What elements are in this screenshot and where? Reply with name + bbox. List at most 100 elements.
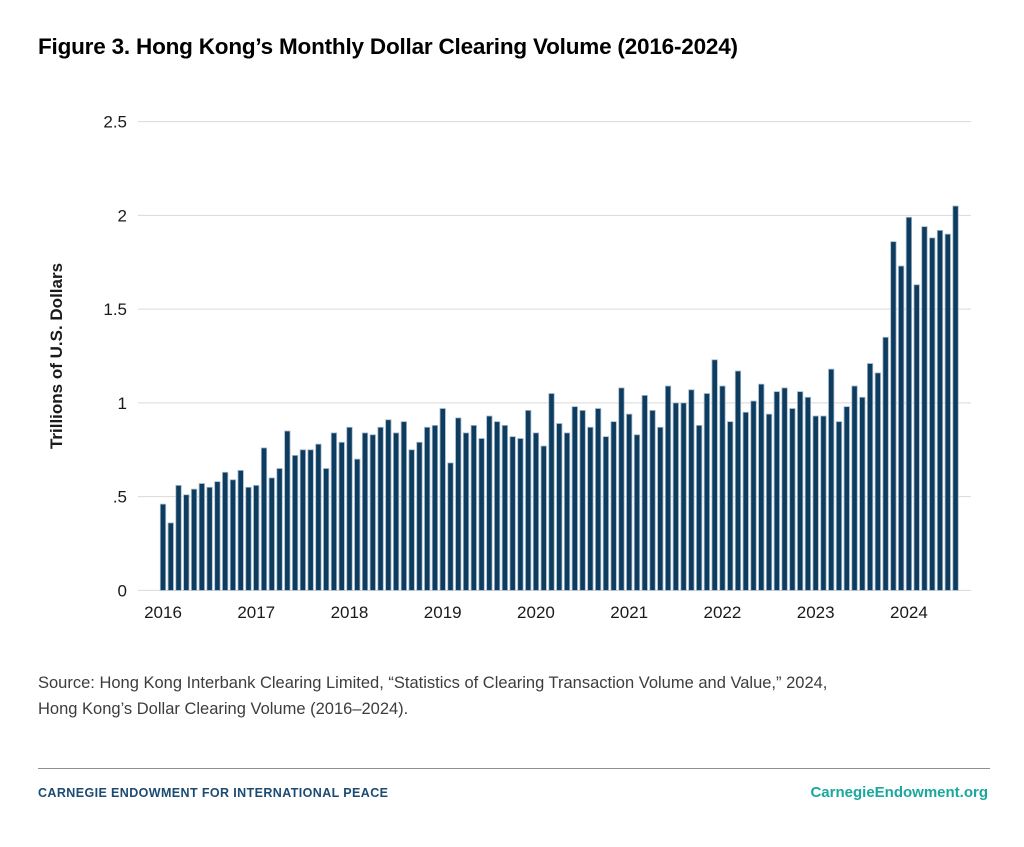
bar-2022-09 xyxy=(781,387,788,591)
bar-2020-10 xyxy=(602,436,609,591)
bar-2024-01 xyxy=(905,216,913,591)
footer-organization-name: CARNEGIE ENDOWMENT FOR INTERNATIONAL PEA… xyxy=(38,786,389,800)
y-tick-label: 1 xyxy=(118,394,127,413)
bar-2017-08 xyxy=(307,449,314,591)
bar-2020-02 xyxy=(540,445,547,591)
bar-2016-03 xyxy=(175,484,182,591)
bar-2024-03 xyxy=(921,226,928,591)
bar-2022-01 xyxy=(719,385,726,591)
bar-2017-09 xyxy=(315,443,322,591)
bar-2021-04 xyxy=(649,409,656,591)
bar-2016-09 xyxy=(222,471,229,591)
bar-2023-05 xyxy=(843,406,850,591)
bar-2021-08 xyxy=(680,402,687,591)
y-tick-label: 1.5 xyxy=(103,300,127,319)
bar-2022-06 xyxy=(758,383,765,591)
bar-2018-04 xyxy=(369,434,376,591)
bar-2021-07 xyxy=(672,402,679,591)
bar-2019-05 xyxy=(470,424,477,591)
y-tick-label: 0 xyxy=(118,581,127,600)
y-tick-label: .5 xyxy=(113,488,127,507)
bar-2016-10 xyxy=(229,479,237,591)
x-tick-label-2021: 2021 xyxy=(610,603,648,622)
bar-2022-02 xyxy=(727,421,734,591)
bar-2019-11 xyxy=(517,438,524,591)
bar-2020-11 xyxy=(610,421,617,591)
bar-2017-05 xyxy=(284,430,291,591)
bar-2016-02 xyxy=(167,522,174,591)
bar-2016-04 xyxy=(183,494,190,591)
x-tick-label-2018: 2018 xyxy=(331,603,369,622)
bar-2023-09 xyxy=(874,372,881,591)
bar-2020-06 xyxy=(571,406,578,591)
bar-2024-04 xyxy=(929,237,936,591)
bar-2020-05 xyxy=(563,432,571,591)
clearing-volume-bar-chart: 0 .5 1 1.5 2 2.5 Trillions of U.S. Dollars 2016… xyxy=(47,113,971,622)
bar-2020-09 xyxy=(595,408,602,591)
footer-divider xyxy=(38,768,990,769)
bar-2018-08 xyxy=(400,421,407,591)
bar-2024-06 xyxy=(944,233,951,591)
bar-2020-01 xyxy=(532,432,540,591)
bar-2017-12 xyxy=(338,441,345,591)
bar-2021-05 xyxy=(657,426,664,591)
bar-2023-04 xyxy=(835,421,843,591)
bar-2023-12 xyxy=(898,265,905,591)
x-tick-label-2020: 2020 xyxy=(517,603,555,622)
bar-2016-12 xyxy=(245,486,252,591)
bar-2016-06 xyxy=(198,483,205,591)
bar-2016-08 xyxy=(214,481,221,591)
bar-2017-10 xyxy=(323,468,330,591)
bar-2018-03 xyxy=(361,432,369,591)
bar-2018-05 xyxy=(377,426,384,591)
bar-2024-02 xyxy=(913,284,920,591)
bar-2018-02 xyxy=(354,458,361,591)
figure-title: Figure 3. Hong Kong’s Monthly Dollar Cle… xyxy=(38,34,738,59)
bar-2021-11 xyxy=(703,393,711,591)
bar-2019-06 xyxy=(478,438,485,591)
bar-2016-01 xyxy=(159,503,167,591)
bar-2020-07 xyxy=(579,409,586,591)
bar-2023-07 xyxy=(859,396,866,591)
bar-2018-12 xyxy=(431,424,439,591)
bar-2022-08 xyxy=(773,391,780,591)
bar-2020-04 xyxy=(556,423,563,591)
bar-2017-03 xyxy=(268,477,275,591)
bar-2020-12 xyxy=(618,387,625,591)
bar-2017-02 xyxy=(260,447,268,591)
bar-2016-11 xyxy=(237,469,244,591)
bar-2023-11 xyxy=(890,241,897,591)
bar-2016-07 xyxy=(206,486,213,591)
bar-2017-06 xyxy=(291,454,299,591)
bar-2022-11 xyxy=(797,391,804,591)
bar-2021-12 xyxy=(711,359,718,591)
bar-2021-09 xyxy=(688,389,695,591)
bar-2017-01 xyxy=(253,484,260,591)
bar-2020-03 xyxy=(548,393,555,591)
y-axis-title: Trillions of U.S. Dollars xyxy=(47,263,66,449)
bar-2024-07 xyxy=(952,205,959,591)
bar-2021-06 xyxy=(664,385,672,591)
bar-2021-02 xyxy=(633,434,641,591)
bar-2019-02 xyxy=(447,462,454,591)
bar-2024-05 xyxy=(936,229,944,591)
x-tick-label-2024: 2024 xyxy=(890,603,928,622)
footer-website-link[interactable]: CarnegieEndowment.org xyxy=(810,784,988,801)
bar-2021-10 xyxy=(696,424,703,591)
bar-2018-11 xyxy=(424,426,431,591)
bar-2023-08 xyxy=(866,363,874,591)
bar-2023-06 xyxy=(851,385,858,591)
bar-2018-07 xyxy=(392,432,400,591)
y-tick-label: 2.5 xyxy=(103,113,127,132)
source-note: Source: Hong Kong Interbank Clearing Lim… xyxy=(38,670,827,722)
bar-2017-07 xyxy=(299,449,306,591)
bar-2022-03 xyxy=(734,370,742,591)
bar-2019-03 xyxy=(455,417,462,591)
y-tick-label: 2 xyxy=(118,206,127,225)
x-tick-label-2023: 2023 xyxy=(797,603,835,622)
bar-2023-02 xyxy=(820,415,827,591)
bar-2019-12 xyxy=(525,409,532,591)
bar-2019-01 xyxy=(439,408,446,591)
bar-2018-10 xyxy=(416,441,423,591)
x-tick-label-2019: 2019 xyxy=(424,603,462,622)
